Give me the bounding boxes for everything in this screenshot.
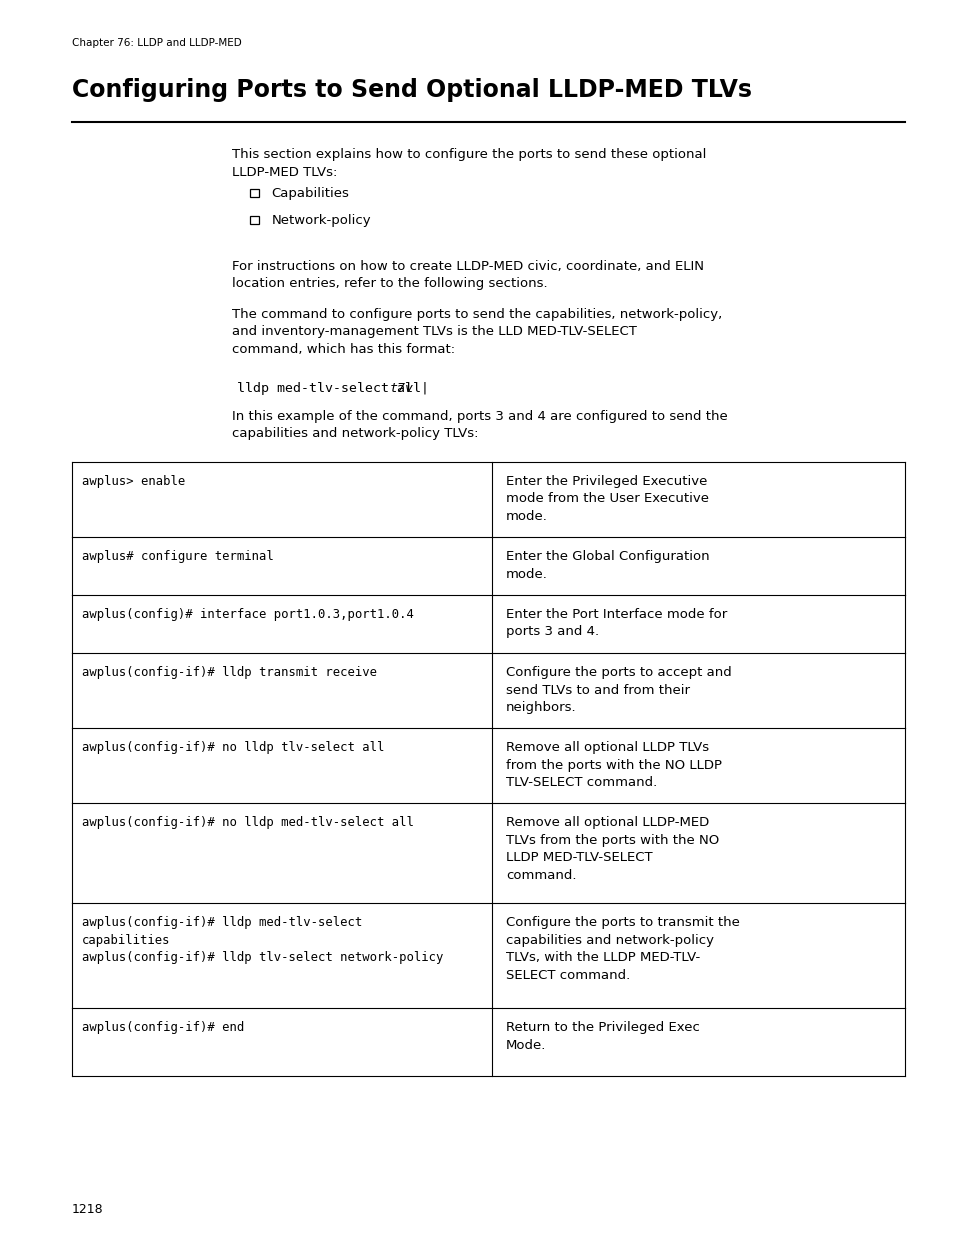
Text: lldp med-tlv-select all|: lldp med-tlv-select all|	[236, 382, 429, 395]
Text: Return to the Privileged Exec
Mode.: Return to the Privileged Exec Mode.	[505, 1021, 700, 1051]
Text: awplus(config-if)# lldp transmit receive: awplus(config-if)# lldp transmit receive	[82, 666, 376, 679]
Text: Enter the Privileged Executive
mode from the User Executive
mode.: Enter the Privileged Executive mode from…	[505, 475, 708, 522]
Text: Network-policy: Network-policy	[272, 214, 371, 226]
Text: Configuring Ports to Send Optional LLDP-MED TLVs: Configuring Ports to Send Optional LLDP-…	[71, 78, 751, 103]
Text: Capabilities: Capabilities	[272, 186, 349, 200]
Text: Configure the ports to accept and
send TLVs to and from their
neighbors.: Configure the ports to accept and send T…	[505, 666, 731, 714]
Text: Remove all optional LLDP-MED
TLVs from the ports with the NO
LLDP MED-TLV-SELECT: Remove all optional LLDP-MED TLVs from t…	[505, 816, 719, 882]
Text: The command to configure ports to send the capabilities, network-policy,
and inv: The command to configure ports to send t…	[232, 308, 721, 356]
Text: awplus(config-if)# no lldp med-tlv-select all: awplus(config-if)# no lldp med-tlv-selec…	[82, 816, 414, 829]
Text: awplus(config-if)# lldp med-tlv-select
capabilities
awplus(config-if)# lldp tlv-: awplus(config-if)# lldp med-tlv-select c…	[82, 916, 443, 965]
Bar	[250, 189, 258, 198]
Text: t7v: t7v	[389, 382, 413, 395]
Bar	[250, 216, 258, 225]
Text: awplus(config-if)# no lldp tlv-select all: awplus(config-if)# no lldp tlv-select al…	[82, 741, 384, 755]
Text: Remove all optional LLDP TLVs
from the ports with the NO LLDP
TLV-SELECT command: Remove all optional LLDP TLVs from the p…	[505, 741, 721, 789]
Text: For instructions on how to create LLDP-MED civic, coordinate, and ELIN
location : For instructions on how to create LLDP-M…	[232, 261, 703, 290]
Text: This section explains how to configure the ports to send these optional
LLDP-MED: This section explains how to configure t…	[232, 148, 705, 179]
Text: Enter the Port Interface mode for
ports 3 and 4.: Enter the Port Interface mode for ports …	[505, 608, 726, 638]
Text: In this example of the command, ports 3 and 4 are configured to send the
capabil: In this example of the command, ports 3 …	[232, 410, 727, 441]
Text: awplus# configure terminal: awplus# configure terminal	[82, 550, 274, 563]
Text: awplus(config-if)# end: awplus(config-if)# end	[82, 1021, 244, 1034]
Text: awplus(config)# interface port1.0.3,port1.0.4: awplus(config)# interface port1.0.3,port…	[82, 608, 414, 621]
Text: awplus> enable: awplus> enable	[82, 475, 185, 488]
Text: Chapter 76: LLDP and LLDP-MED: Chapter 76: LLDP and LLDP-MED	[71, 38, 241, 48]
Text: Enter the Global Configuration
mode.: Enter the Global Configuration mode.	[505, 550, 709, 580]
Text: Configure the ports to transmit the
capabilities and network-policy
TLVs, with t: Configure the ports to transmit the capa…	[505, 916, 740, 982]
Text: 1218: 1218	[71, 1203, 104, 1216]
